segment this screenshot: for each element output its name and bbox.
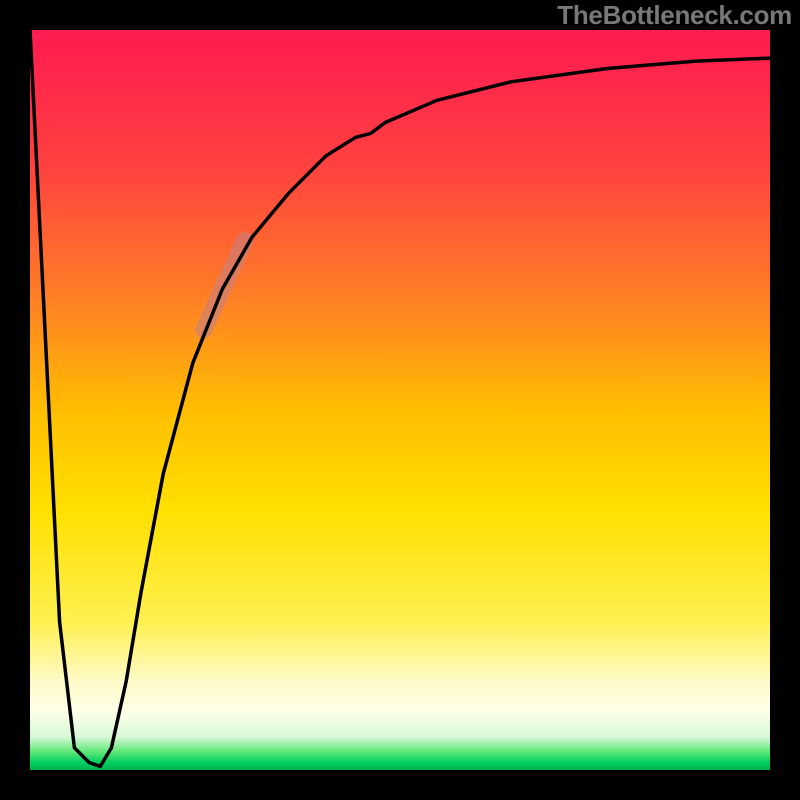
plot-background xyxy=(30,30,770,770)
chart-svg xyxy=(0,0,800,800)
chart-container: TheBottleneck.com xyxy=(0,0,800,800)
watermark-text: TheBottleneck.com xyxy=(557,0,792,31)
chart-border xyxy=(770,0,800,800)
chart-border xyxy=(0,0,30,800)
chart-border xyxy=(0,770,800,800)
